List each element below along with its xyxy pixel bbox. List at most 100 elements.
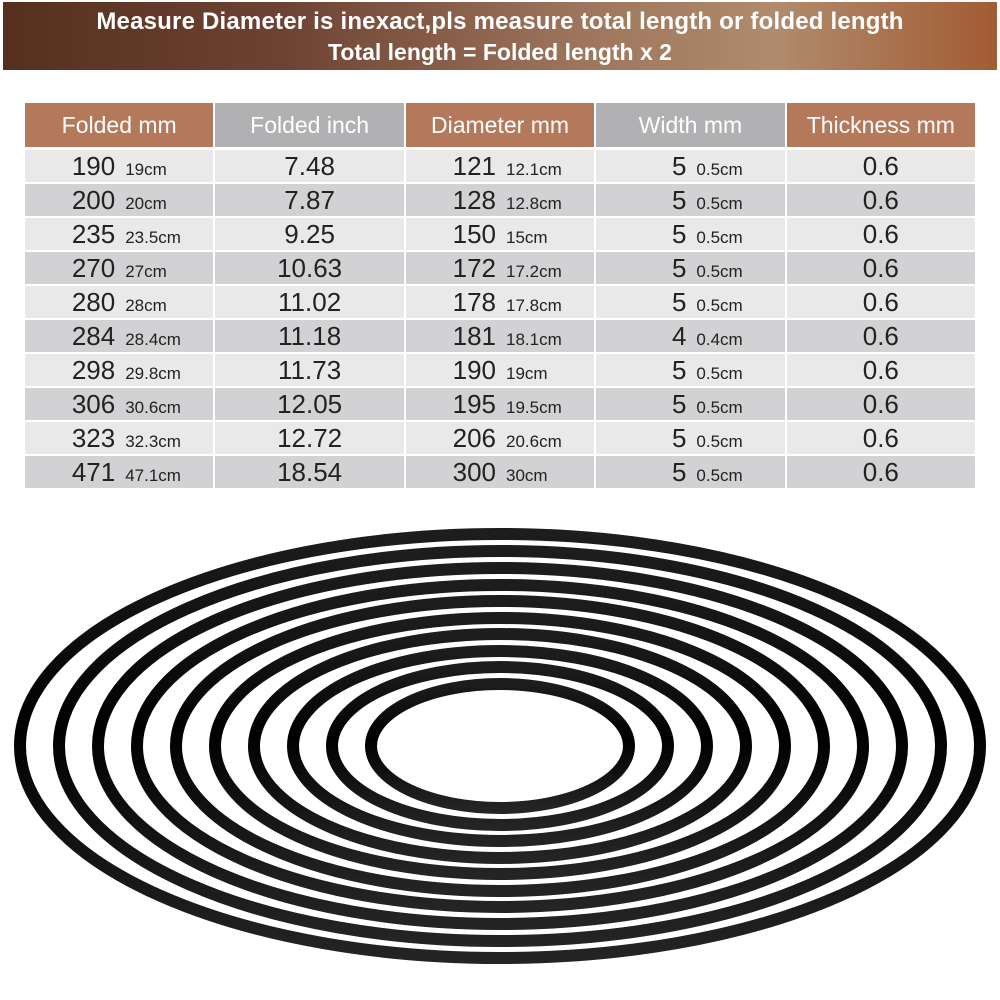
cell-value: 11.18 — [278, 321, 342, 351]
cell-unit-cm: 27cm — [125, 262, 167, 281]
cell-diameter-mm: 128 12.8cm — [405, 184, 595, 216]
table-row: 235 23.5cm 9.25 150 15cm 5 0.5cm 0.6 — [25, 218, 976, 250]
cell-diameter-mm: 300 30cm — [405, 456, 595, 488]
cell-diameter-mm: 195 19.5cm — [405, 388, 595, 420]
cell-value: 0.6 — [862, 185, 899, 215]
belt-ring — [53, 545, 947, 947]
cell-folded-inch: 12.72 — [215, 422, 404, 454]
cell-value: 0.6 — [862, 253, 899, 283]
table-row: 200 20cm 7.87 128 12.8cm 5 0.5cm 0.6 — [25, 184, 976, 216]
cell-folded-mm: 200 20cm — [25, 184, 214, 216]
cell-unit-cm: 17.2cm — [506, 262, 562, 281]
table-row: 306 30.6cm 12.05 195 19.5cm 5 0.5cm 0.6 — [25, 388, 976, 420]
cell-folded-inch: 11.73 — [215, 354, 404, 386]
cell-unit-cm: 0.5cm — [696, 194, 743, 213]
belt-ring — [287, 645, 713, 847]
table-row: 471 47.1cm 18.54 300 30cm 5 0.5cm 0.6 — [25, 456, 976, 488]
cell-folded-inch: 7.48 — [215, 150, 404, 182]
cell-folded-mm: 235 23.5cm — [25, 218, 214, 250]
cell-value: 128 — [452, 185, 497, 215]
cell-value: 5 — [671, 457, 687, 487]
cell-width-mm: 5 0.5cm — [596, 286, 785, 318]
cell-unit-cm: 12.1cm — [506, 160, 562, 179]
cell-diameter-mm: 121 12.1cm — [405, 150, 595, 182]
cell-width-mm: 5 0.5cm — [596, 252, 785, 284]
cell-diameter-mm: 172 17.2cm — [405, 252, 595, 284]
cell-unit-cm: 0.5cm — [696, 466, 743, 485]
cell-value: 9.25 — [284, 219, 335, 249]
table-body: 190 19cm 7.48 121 12.1cm 5 0.5cm 0.6 200 20cm 7.87… — [25, 150, 976, 488]
cell-value: 323 — [71, 423, 116, 453]
cell-value: 121 — [452, 151, 497, 181]
cell-value: 306 — [71, 389, 116, 419]
cell-value: 0.6 — [862, 219, 899, 249]
cell-folded-mm: 306 30.6cm — [25, 388, 214, 420]
cell-width-mm: 5 0.5cm — [596, 150, 785, 182]
cell-unit-cm: 30cm — [506, 466, 548, 485]
cell-folded-inch: 10.63 — [215, 252, 404, 284]
cell-value: 284 — [71, 321, 116, 351]
cell-diameter-mm: 150 15cm — [405, 218, 595, 250]
cell-folded-mm: 280 28cm — [25, 286, 214, 318]
belt-ring — [326, 661, 674, 831]
cell-value: 5 — [671, 185, 687, 215]
cell-thickness-mm: 0.6 — [786, 286, 976, 318]
cell-value: 298 — [71, 355, 116, 385]
cell-value: 0.6 — [862, 355, 899, 385]
cell-folded-inch: 11.02 — [215, 286, 404, 318]
cell-value: 5 — [671, 151, 687, 181]
cell-width-mm: 5 0.5cm — [596, 456, 785, 488]
cell-value: 0.6 — [862, 423, 899, 453]
cell-value: 172 — [452, 253, 497, 283]
cell-value: 280 — [71, 287, 116, 317]
cell-folded-mm: 471 47.1cm — [25, 456, 214, 488]
cell-value: 190 — [452, 355, 497, 385]
cell-value: 206 — [452, 423, 497, 453]
cell-value: 178 — [452, 287, 497, 317]
cell-value: 12.72 — [277, 423, 343, 453]
cell-value: 7.48 — [284, 151, 335, 181]
cell-thickness-mm: 0.6 — [786, 252, 976, 284]
cell-folded-mm: 270 27cm — [25, 252, 214, 284]
cell-value: 5 — [671, 355, 687, 385]
cell-value: 4 — [671, 321, 687, 351]
cell-unit-cm: 0.4cm — [696, 330, 743, 349]
cell-unit-cm: 20cm — [125, 194, 167, 213]
belt-ring — [14, 528, 986, 964]
cell-value: 11.73 — [278, 355, 342, 385]
table-row: 190 19cm 7.48 121 12.1cm 5 0.5cm 0.6 — [25, 150, 976, 182]
cell-value: 5 — [671, 423, 687, 453]
cell-thickness-mm: 0.6 — [786, 456, 976, 488]
cell-width-mm: 5 0.5cm — [596, 388, 785, 420]
cell-unit-cm: 30.6cm — [125, 398, 181, 417]
cell-unit-cm: 32.3cm — [125, 432, 181, 451]
cell-width-mm: 5 0.5cm — [596, 422, 785, 454]
cell-unit-cm: 19cm — [125, 160, 167, 179]
cell-thickness-mm: 0.6 — [786, 354, 976, 386]
belt-ring — [92, 562, 908, 930]
cell-value: 18.54 — [277, 457, 343, 487]
header-width-mm: Width mm — [596, 103, 785, 147]
cell-width-mm: 5 0.5cm — [596, 218, 785, 250]
cell-folded-inch: 9.25 — [215, 218, 404, 250]
belts-photo — [0, 520, 1000, 990]
cell-unit-cm: 0.5cm — [696, 160, 743, 179]
cell-value: 300 — [452, 457, 497, 487]
cell-unit-cm: 18.1cm — [506, 330, 562, 349]
cell-diameter-mm: 181 18.1cm — [405, 320, 595, 352]
cell-thickness-mm: 0.6 — [786, 422, 976, 454]
cell-value: 12.05 — [277, 389, 343, 419]
cell-value: 190 — [71, 151, 116, 181]
cell-unit-cm: 0.5cm — [696, 398, 743, 417]
cell-unit-cm: 29.8cm — [125, 364, 181, 383]
cell-unit-cm: 20.6cm — [506, 432, 562, 451]
banner: Measure Diameter is inexact,pls measure … — [3, 2, 997, 70]
cell-value: 0.6 — [862, 151, 899, 181]
header-folded-inch: Folded inch — [215, 103, 404, 147]
cell-value: 0.6 — [862, 457, 899, 487]
cell-value: 5 — [671, 219, 687, 249]
cell-thickness-mm: 0.6 — [786, 150, 976, 182]
cell-unit-cm: 28.4cm — [125, 330, 181, 349]
size-table: Folded mm Folded inch Diameter mm Width … — [25, 103, 976, 490]
